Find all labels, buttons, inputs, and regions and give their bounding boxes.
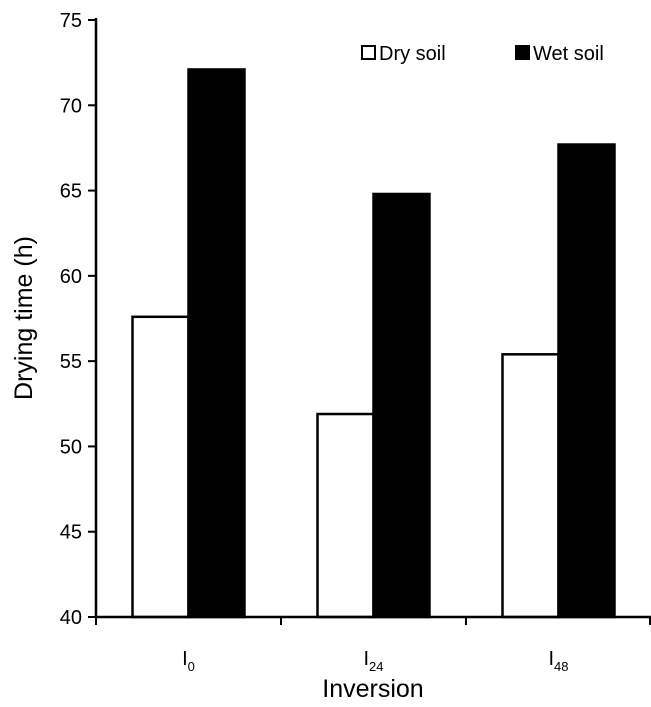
bar-wet-soil [557, 143, 616, 619]
x-axis-tick-labels: I0 I24 I48 [182, 648, 568, 674]
x-tick-label: I48 [548, 648, 568, 674]
bar-dry-soil [316, 412, 375, 619]
legend-label: Wet soil [533, 43, 604, 65]
x-axis-title: Inversion [322, 675, 423, 703]
x-tick-label: I0 [182, 648, 195, 674]
y-tick-label: 65 [60, 181, 82, 203]
y-tick-label: 75 [60, 10, 82, 32]
x-tick-label: I24 [363, 648, 383, 674]
axes [94, 18, 651, 625]
bar-dry-soil [501, 353, 560, 619]
y-tick-label: 70 [60, 95, 82, 117]
y-axis-title: Drying time (h) [10, 236, 38, 400]
legend-swatch [361, 45, 376, 60]
bar-wet-soil [187, 68, 246, 619]
y-tick-label: 55 [60, 351, 82, 373]
y-tick-label: 50 [60, 436, 82, 458]
bar-wet-soil [372, 192, 431, 619]
y-tick-label: 40 [60, 607, 82, 629]
bar-dry-soil [131, 315, 190, 619]
bars [131, 68, 616, 619]
legend-swatch [515, 45, 530, 60]
legend-label: Dry soil [379, 43, 446, 65]
y-tick-label: 60 [60, 266, 82, 288]
legend: Dry soil Wet soil [361, 43, 604, 65]
y-axis-ticks: 40 45 50 55 60 65 70 75 [60, 10, 96, 629]
y-tick-label: 45 [60, 522, 82, 544]
